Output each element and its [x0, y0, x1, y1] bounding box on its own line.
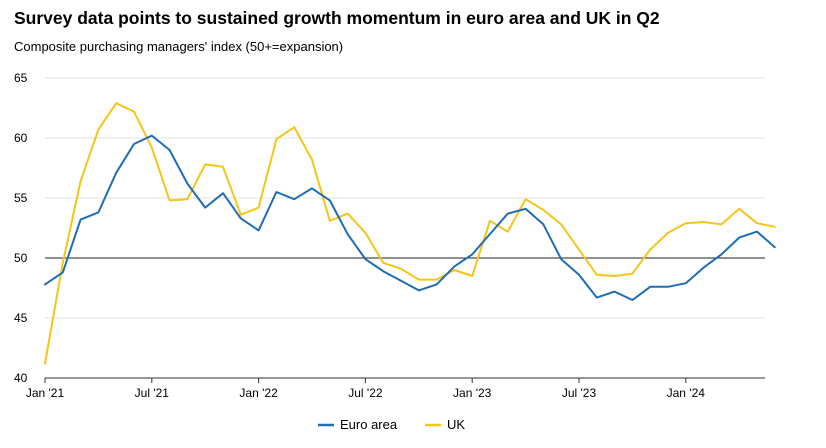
- chart-subtitle: Composite purchasing managers' index (50…: [14, 39, 344, 54]
- x-tick-label: Jul '22: [348, 386, 383, 400]
- legend: Euro area UK: [318, 417, 465, 432]
- y-tick-label: 45: [14, 311, 28, 325]
- chart-title: Survey data points to sustained growth m…: [14, 8, 660, 28]
- y-tick-label: 55: [14, 191, 28, 205]
- series-line-euro-area: [44, 134, 776, 301]
- grid-lines: [45, 77, 765, 319]
- x-tick-label: Jul '21: [135, 386, 170, 400]
- x-tick-label: Jan '24: [667, 386, 706, 400]
- x-tick-label: Jan '22: [239, 386, 278, 400]
- series-lines: [44, 102, 776, 365]
- legend-label: UK: [447, 417, 465, 432]
- y-tick-label: 40: [14, 371, 28, 385]
- x-tick-label: Jan '23: [453, 386, 492, 400]
- series-line-uk: [44, 102, 776, 365]
- legend-label: Euro area: [340, 417, 398, 432]
- x-tick-label: Jul '23: [562, 386, 597, 400]
- y-axis-tick-labels: 40 45 50 55 60 65: [14, 71, 28, 385]
- y-tick-label: 50: [14, 251, 28, 265]
- y-tick-label: 65: [14, 71, 28, 85]
- x-tick-label: Jan '21: [26, 386, 65, 400]
- y-tick-label: 60: [14, 131, 28, 145]
- x-axis-ticks: Jan '21 Jul '21 Jan '22 Jul '22 Jan '23 Jul '…: [26, 378, 705, 400]
